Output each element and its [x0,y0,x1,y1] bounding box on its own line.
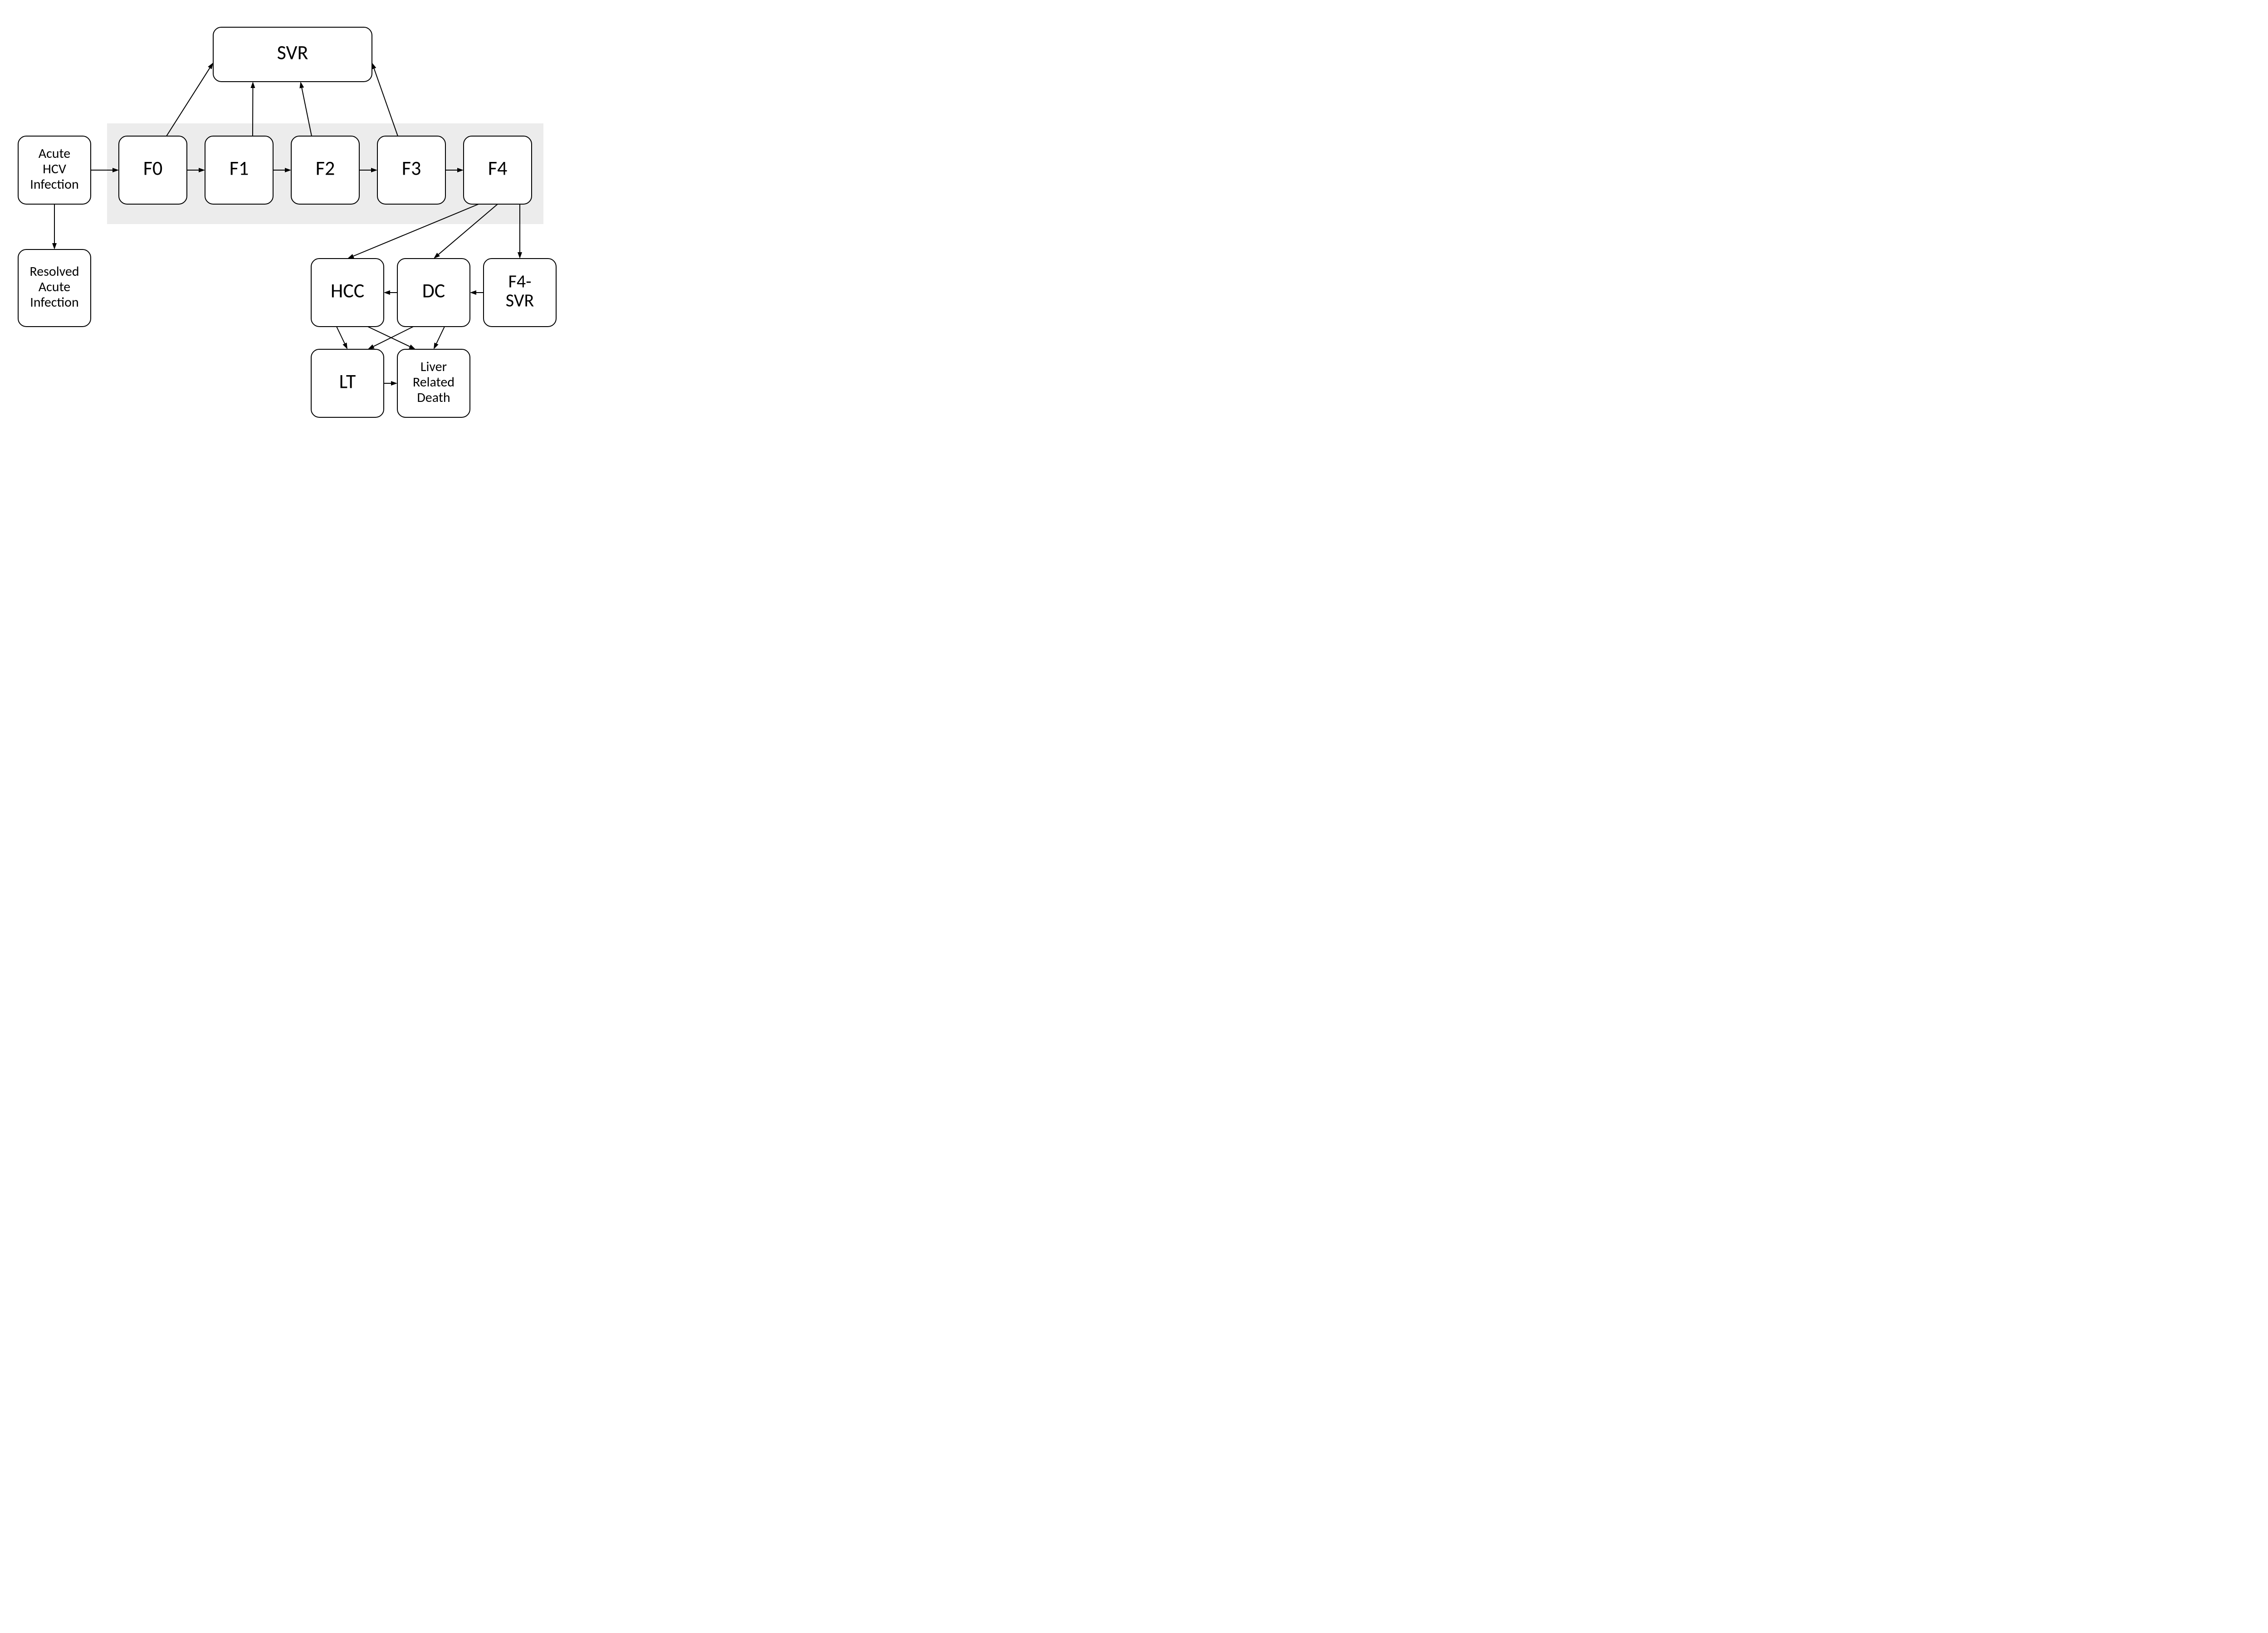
node-hcc: HCC [311,259,384,327]
node-lt: LT [311,349,384,417]
edge [337,327,347,349]
node-lt-label: LT [339,369,356,394]
node-lrd: LiverRelatedDeath [397,349,470,417]
node-lrd-label: Related [413,374,455,391]
node-f1: F1 [205,136,273,204]
node-lrd-label: Death [417,389,450,406]
node-f0: F0 [119,136,187,204]
edge [384,381,397,386]
node-dc-label: DC [422,279,445,303]
node-lrd-label: Liver [420,358,447,375]
node-svr-label: SVR [277,40,308,65]
node-resolved: ResolvedAcuteInfection [18,249,91,327]
node-dc: DC [397,259,470,327]
node-svr: SVR [213,27,372,82]
node-f2-label: F2 [316,156,335,181]
edge [384,290,397,295]
node-acute-label: Infection [30,176,78,193]
edge [434,327,445,349]
node-f2: F2 [291,136,359,204]
node-resolved-label: Acute [39,279,70,295]
node-resolved-label: Infection [30,294,78,311]
node-resolved-label: Resolved [29,263,79,280]
node-f4svr: F4-SVR [484,259,556,327]
node-hcc-label: HCC [331,279,364,303]
node-f0-label: F0 [143,156,163,181]
node-acute: AcuteHCVInfection [18,136,91,204]
node-f1-label: F1 [230,156,249,181]
node-acute-label: HCV [43,161,66,177]
node-f3-label: F3 [402,156,421,181]
node-f4-label: F4 [488,156,508,181]
node-f3: F3 [377,136,445,204]
node-acute-label: Acute [39,145,70,162]
node-f4svr-label: SVR [506,289,534,312]
node-f4: F4 [464,136,532,204]
flowchart-canvas: AcuteHCVInfectionResolvedAcuteInfectionS… [0,0,689,435]
edge [470,290,484,295]
edge [52,204,57,249]
